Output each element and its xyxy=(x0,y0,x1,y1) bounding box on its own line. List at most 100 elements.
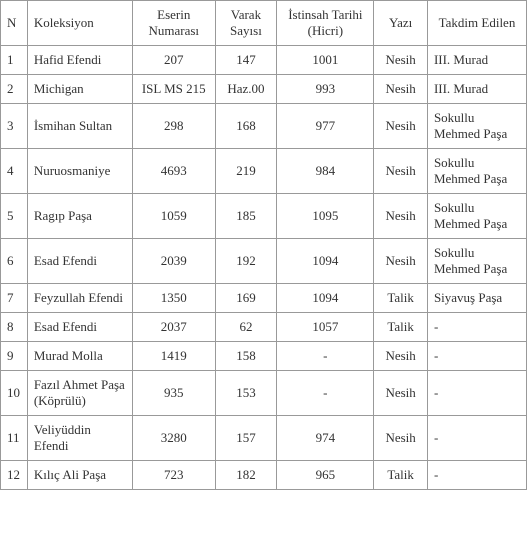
table-row: 4Nuruosmaniye4693219984NesihSokullu Mehm… xyxy=(1,149,527,194)
cell-yazi: Nesih xyxy=(374,75,428,104)
table-row: 5Ragıp Paşa10591851095NesihSokullu Mehme… xyxy=(1,194,527,239)
cell-varak: 157 xyxy=(215,416,277,461)
col-header-n: N xyxy=(1,1,28,46)
cell-n: 5 xyxy=(1,194,28,239)
cell-koleksiyon: Kılıç Ali Paşa xyxy=(27,461,132,490)
cell-istinsah: 993 xyxy=(277,75,374,104)
cell-koleksiyon: Esad Efendi xyxy=(27,313,132,342)
cell-varak: 153 xyxy=(215,371,277,416)
cell-koleksiyon: Michigan xyxy=(27,75,132,104)
cell-istinsah: - xyxy=(277,371,374,416)
cell-yazi: Talik xyxy=(374,461,428,490)
cell-varak: 185 xyxy=(215,194,277,239)
cell-istinsah: 977 xyxy=(277,104,374,149)
cell-n: 2 xyxy=(1,75,28,104)
table-header: N Koleksiyon Eserin Numarası Varak Sayıs… xyxy=(1,1,527,46)
cell-varak: 62 xyxy=(215,313,277,342)
cell-eserin: 1059 xyxy=(133,194,216,239)
cell-varak: 182 xyxy=(215,461,277,490)
col-header-yazi: Yazı xyxy=(374,1,428,46)
cell-istinsah: 965 xyxy=(277,461,374,490)
cell-n: 10 xyxy=(1,371,28,416)
cell-eserin: 3280 xyxy=(133,416,216,461)
cell-yazi: Nesih xyxy=(374,342,428,371)
cell-yazi: Nesih xyxy=(374,104,428,149)
table-row: 10Fazıl Ahmet Paşa (Köprülü)935153-Nesih… xyxy=(1,371,527,416)
cell-koleksiyon: Feyzullah Efendi xyxy=(27,284,132,313)
table-row: 1Hafid Efendi2071471001NesihIII. Murad xyxy=(1,46,527,75)
cell-eserin: 2037 xyxy=(133,313,216,342)
table-row: 6Esad Efendi20391921094NesihSokullu Mehm… xyxy=(1,239,527,284)
cell-n: 9 xyxy=(1,342,28,371)
cell-takdim: - xyxy=(427,371,526,416)
cell-varak: 147 xyxy=(215,46,277,75)
col-header-varak: Varak Sayısı xyxy=(215,1,277,46)
cell-takdim: - xyxy=(427,461,526,490)
cell-takdim: Siyavuş Paşa xyxy=(427,284,526,313)
cell-koleksiyon: Nuruosmaniye xyxy=(27,149,132,194)
cell-eserin: 2039 xyxy=(133,239,216,284)
cell-istinsah: 974 xyxy=(277,416,374,461)
cell-varak: 158 xyxy=(215,342,277,371)
cell-koleksiyon: Hafid Efendi xyxy=(27,46,132,75)
cell-koleksiyon: Ragıp Paşa xyxy=(27,194,132,239)
table-row: 9Murad Molla1419158-Nesih- xyxy=(1,342,527,371)
cell-eserin: 723 xyxy=(133,461,216,490)
cell-eserin: 1419 xyxy=(133,342,216,371)
cell-istinsah: 1057 xyxy=(277,313,374,342)
cell-takdim: - xyxy=(427,313,526,342)
col-header-koleksiyon: Koleksiyon xyxy=(27,1,132,46)
cell-varak: 219 xyxy=(215,149,277,194)
cell-takdim: III. Murad xyxy=(427,75,526,104)
cell-koleksiyon: Veliyüddin Efendi xyxy=(27,416,132,461)
cell-takdim: III. Murad xyxy=(427,46,526,75)
col-header-eserin: Eserin Numarası xyxy=(133,1,216,46)
cell-n: 6 xyxy=(1,239,28,284)
table-row: 12Kılıç Ali Paşa723182965Talik- xyxy=(1,461,527,490)
table-row: 3İsmihan Sultan298168977NesihSokullu Meh… xyxy=(1,104,527,149)
cell-istinsah: 1095 xyxy=(277,194,374,239)
cell-koleksiyon: İsmihan Sultan xyxy=(27,104,132,149)
cell-eserin: 935 xyxy=(133,371,216,416)
cell-yazi: Nesih xyxy=(374,149,428,194)
cell-eserin: 298 xyxy=(133,104,216,149)
cell-n: 11 xyxy=(1,416,28,461)
cell-eserin: 207 xyxy=(133,46,216,75)
cell-yazi: Nesih xyxy=(374,46,428,75)
cell-eserin: 4693 xyxy=(133,149,216,194)
cell-eserin: ISL MS 215 xyxy=(133,75,216,104)
cell-takdim: - xyxy=(427,416,526,461)
table-body: 1Hafid Efendi2071471001NesihIII. Murad2M… xyxy=(1,46,527,490)
cell-istinsah: - xyxy=(277,342,374,371)
cell-koleksiyon: Esad Efendi xyxy=(27,239,132,284)
cell-n: 12 xyxy=(1,461,28,490)
table-row: 2MichiganISL MS 215Haz.00993NesihIII. Mu… xyxy=(1,75,527,104)
cell-takdim: Sokullu Mehmed Paşa xyxy=(427,239,526,284)
cell-yazi: Nesih xyxy=(374,371,428,416)
cell-yazi: Nesih xyxy=(374,416,428,461)
cell-eserin: 1350 xyxy=(133,284,216,313)
cell-takdim: Sokullu Mehmed Paşa xyxy=(427,149,526,194)
col-header-takdim: Takdim Edilen xyxy=(427,1,526,46)
cell-koleksiyon: Fazıl Ahmet Paşa (Köprülü) xyxy=(27,371,132,416)
cell-yazi: Talik xyxy=(374,313,428,342)
cell-varak: 169 xyxy=(215,284,277,313)
cell-varak: 192 xyxy=(215,239,277,284)
cell-varak: 168 xyxy=(215,104,277,149)
cell-n: 3 xyxy=(1,104,28,149)
table-row: 7Feyzullah Efendi13501691094TalikSiyavuş… xyxy=(1,284,527,313)
cell-yazi: Nesih xyxy=(374,194,428,239)
cell-koleksiyon: Murad Molla xyxy=(27,342,132,371)
cell-takdim: - xyxy=(427,342,526,371)
cell-n: 8 xyxy=(1,313,28,342)
cell-takdim: Sokullu Mehmed Paşa xyxy=(427,194,526,239)
cell-istinsah: 1001 xyxy=(277,46,374,75)
cell-istinsah: 1094 xyxy=(277,239,374,284)
cell-n: 1 xyxy=(1,46,28,75)
cell-istinsah: 1094 xyxy=(277,284,374,313)
cell-varak: Haz.00 xyxy=(215,75,277,104)
manuscript-table: N Koleksiyon Eserin Numarası Varak Sayıs… xyxy=(0,0,527,490)
cell-takdim: Sokullu Mehmed Paşa xyxy=(427,104,526,149)
cell-n: 7 xyxy=(1,284,28,313)
col-header-istinsah: İstinsah Tarihi (Hicri) xyxy=(277,1,374,46)
